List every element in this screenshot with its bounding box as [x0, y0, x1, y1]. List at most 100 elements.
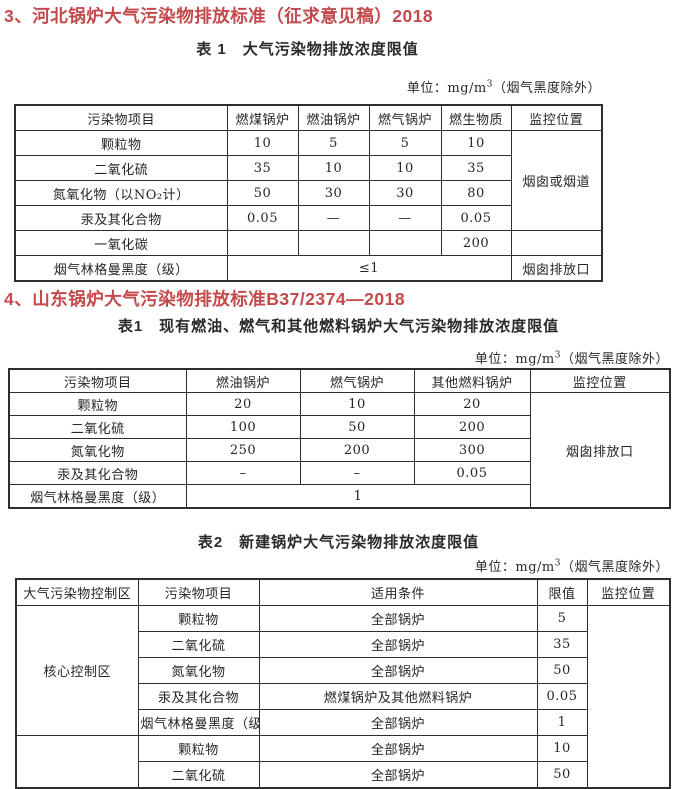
unit-suffix: （烟气黑度除外）	[560, 352, 669, 367]
table-row: 汞及其化合物 0.05 — — 0.05	[14, 205, 602, 231]
table-row: 颗粒物 20 10 20 烟囱排放口	[8, 392, 671, 509]
hebei-table-title: 表 1 大气污染物排放浓度限值	[196, 41, 419, 58]
col-header: 适用条件	[258, 578, 538, 606]
value-cell: 300	[413, 438, 531, 462]
value-cell: 10	[440, 130, 512, 156]
unit-prefix: 单位：mg/m	[474, 560, 555, 575]
value-cell: 10	[299, 392, 415, 416]
col-header: 监控位置	[529, 368, 671, 393]
pollutant-label: 颗粒物	[137, 605, 260, 632]
monitor-location-cell: 烟囱排放口	[529, 392, 671, 509]
table-row: 颗粒物 10 5 5 10 烟囱或烟道	[14, 130, 603, 231]
section-heading-hebei: 3、河北锅炉大气污染物排放标准（征求意见稿）2018	[4, 6, 434, 26]
value-cell: 30	[368, 180, 442, 206]
value-cell: 50	[226, 180, 299, 206]
table-header-row: 污染物项目 燃煤锅炉 燃油锅炉 燃气锅炉 燃生物质 监控位置	[14, 104, 603, 131]
hebei-unit-note: 单位：mg/m3（烟气黑度除外）	[14, 77, 601, 96]
shandong-new-boiler-table: 大气污染物控制区 污染物项目 适用条件 限值 监控位置 核心控制区 颗粒物 全部…	[15, 578, 671, 789]
unit-superscript: 3	[554, 350, 561, 361]
table-row: 颗粒物 全部锅炉 10	[15, 735, 670, 789]
table-row: 二氧化硫 35 10 10 35	[14, 155, 602, 181]
table-header-row: 污染物项目 燃油锅炉 燃气锅炉 其他燃料锅炉 监控位置	[8, 368, 671, 393]
value-cell: 20	[413, 392, 531, 416]
pollutant-label: 汞及其化合物	[14, 205, 228, 231]
value-cell: 50	[299, 415, 415, 439]
col-header: 燃气锅炉	[299, 368, 415, 393]
table-row: 汞及其化合物 – – 0.05	[8, 461, 670, 485]
pollutant-label: 烟气林格曼黑度（级）	[8, 484, 187, 509]
col-header: 燃生物质	[440, 104, 512, 131]
col-header: 污染物项目	[14, 104, 228, 131]
table-row: 核心控制区 颗粒物 全部锅炉 5	[15, 605, 671, 789]
value-cell: 20	[185, 392, 301, 416]
value-cell: 35	[226, 155, 299, 181]
unit-suffix: （烟气黑度除外）	[492, 81, 601, 96]
control-zone-cell: 核心控制区	[15, 605, 139, 736]
pollutant-label: 二氧化硫	[14, 155, 228, 181]
value-cell: 100	[185, 415, 301, 439]
value-cell: 200	[440, 230, 512, 256]
value-cell	[368, 230, 442, 256]
shandong-table1-unit-note: 单位：mg/m3（烟气黑度除外）	[8, 348, 669, 367]
pollutant-label: 二氧化硫	[137, 631, 260, 658]
condition-cell: 全部锅炉	[258, 631, 538, 658]
table-row: 氮氧化物 250 200 300	[8, 438, 670, 462]
value-cell: 0.05	[226, 205, 299, 231]
col-header: 燃油锅炉	[185, 368, 301, 393]
col-header: 污染物项目	[8, 368, 187, 393]
table-row: 烟气林格曼黑度（级） 1	[8, 484, 670, 509]
col-header: 污染物项目	[137, 578, 260, 606]
pollutant-label: 氮氧化物	[8, 438, 187, 462]
value-cell: 35	[440, 155, 512, 181]
col-header: 燃煤锅炉	[226, 104, 299, 131]
col-header: 大气污染物控制区	[15, 578, 139, 606]
col-header: 其他燃料锅炉	[413, 368, 531, 393]
condition-cell: 全部锅炉	[258, 657, 538, 684]
table-row: 一氧化碳 200	[14, 230, 603, 256]
condition-cell: 燃煤锅炉及其他燃料锅炉	[258, 683, 538, 710]
pollutant-label: 颗粒物	[137, 735, 260, 762]
table-row: 烟气林格曼黑度（级） ≤1 烟囱排放口	[14, 255, 603, 282]
value-cell: 10	[226, 130, 299, 156]
value-cell: 200	[413, 415, 531, 439]
value-cell: –	[299, 461, 415, 485]
unit-superscript: 3	[554, 558, 561, 569]
pollutant-label: 一氧化碳	[14, 230, 228, 256]
value-cell: 5	[368, 130, 442, 156]
col-header: 燃油锅炉	[297, 104, 370, 131]
pollutant-label: 二氧化硫	[137, 761, 260, 789]
limit-cell: 35	[536, 631, 588, 658]
value-cell	[297, 230, 370, 256]
unit-superscript: 3	[486, 79, 493, 90]
pollutant-label: 汞及其化合物	[8, 461, 187, 485]
unit-prefix: 单位：mg/m	[406, 81, 487, 96]
limit-cell: 50	[536, 761, 588, 789]
table-header-row: 大气污染物控制区 污染物项目 适用条件 限值 监控位置	[15, 578, 671, 606]
pollutant-label: 二氧化硫	[8, 415, 187, 439]
control-zone-cell	[15, 735, 139, 789]
monitor-location-cell: 烟囱或烟道	[510, 130, 603, 231]
value-cell: 0.05	[413, 461, 531, 485]
merged-value-cell: 1	[185, 484, 531, 509]
table-row: 氮氧化物（以NO₂计） 50 30 30 80	[14, 180, 602, 206]
shandong-table1-title: 表1 现有燃油、燃气和其他燃料锅炉大气污染物排放浓度限值	[117, 318, 560, 335]
merged-value-cell: ≤1	[226, 255, 512, 282]
table-row: 汞及其化合物 燃煤锅炉及其他燃料锅炉 0.05	[16, 683, 670, 710]
limit-cell: 50	[536, 657, 588, 684]
limit-cell: 0.05	[536, 683, 588, 710]
pollutant-label: 颗粒物	[8, 392, 187, 416]
value-cell: –	[185, 461, 301, 485]
col-header: 限值	[536, 578, 588, 606]
monitor-location-cell: 烟囱排放口	[510, 255, 603, 282]
monitor-location-cell	[586, 605, 671, 789]
pollutant-label: 氮氧化物	[137, 657, 260, 684]
limit-cell: 10	[536, 735, 588, 762]
pollutant-label: 氮氧化物（以NO₂计）	[14, 180, 228, 206]
col-header: 燃气锅炉	[368, 104, 442, 131]
col-header: 监控位置	[586, 578, 671, 606]
value-cell: 30	[297, 180, 370, 206]
pollutant-label: 烟气林格曼黑度（级）	[14, 255, 228, 282]
value-cell: 10	[297, 155, 370, 181]
shandong-table2-title: 表2 新建锅炉大气污染物排放浓度限值	[197, 534, 480, 551]
